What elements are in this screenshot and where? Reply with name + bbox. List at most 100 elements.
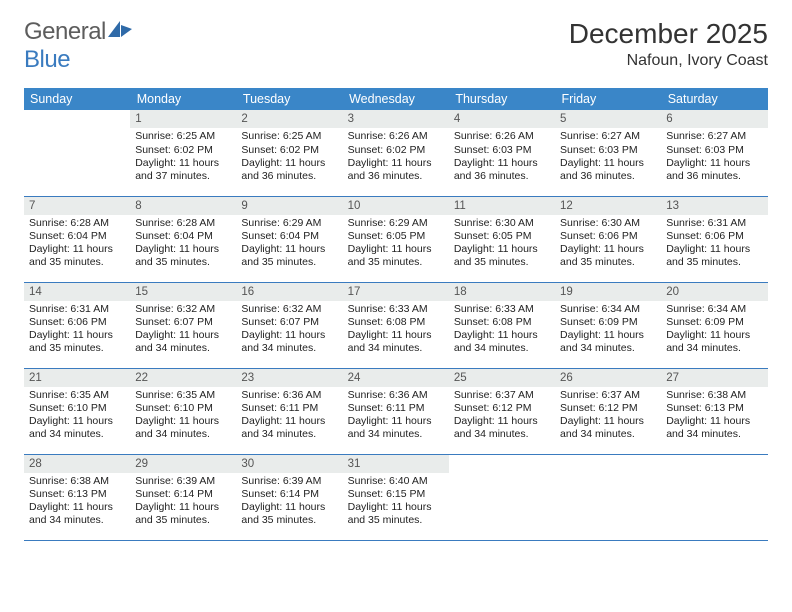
sunset-line: Sunset: 6:04 PM — [241, 230, 337, 243]
day-number: 23 — [236, 369, 342, 387]
day-number: 19 — [555, 283, 661, 301]
calendar-cell: 9Sunrise: 6:29 AMSunset: 6:04 PMDaylight… — [236, 196, 342, 282]
sunrise-line: Sunrise: 6:27 AM — [560, 130, 656, 143]
day-number: 11 — [449, 197, 555, 215]
calendar-cell: 18Sunrise: 6:33 AMSunset: 6:08 PMDayligh… — [449, 282, 555, 368]
day-details: Sunrise: 6:28 AMSunset: 6:04 PMDaylight:… — [130, 215, 236, 274]
sunrise-line: Sunrise: 6:35 AM — [29, 389, 125, 402]
daylight-line: Daylight: 11 hours and 34 minutes. — [29, 501, 125, 527]
sunset-line: Sunset: 6:10 PM — [135, 402, 231, 415]
day-details: Sunrise: 6:26 AMSunset: 6:03 PMDaylight:… — [449, 128, 555, 187]
daylight-line: Daylight: 11 hours and 36 minutes. — [454, 157, 550, 183]
sunrise-line: Sunrise: 6:39 AM — [241, 475, 337, 488]
day-number: 10 — [343, 197, 449, 215]
sunrise-line: Sunrise: 6:33 AM — [348, 303, 444, 316]
sunrise-line: Sunrise: 6:25 AM — [241, 130, 337, 143]
daylight-line: Daylight: 11 hours and 34 minutes. — [454, 415, 550, 441]
calendar-cell: 15Sunrise: 6:32 AMSunset: 6:07 PMDayligh… — [130, 282, 236, 368]
sunset-line: Sunset: 6:08 PM — [454, 316, 550, 329]
sunset-line: Sunset: 6:02 PM — [135, 144, 231, 157]
calendar-week: 21Sunrise: 6:35 AMSunset: 6:10 PMDayligh… — [24, 368, 768, 454]
sunrise-line: Sunrise: 6:39 AM — [135, 475, 231, 488]
sunset-line: Sunset: 6:14 PM — [241, 488, 337, 501]
sunset-line: Sunset: 6:03 PM — [666, 144, 762, 157]
sunrise-line: Sunrise: 6:31 AM — [29, 303, 125, 316]
sunset-line: Sunset: 6:07 PM — [241, 316, 337, 329]
day-details: Sunrise: 6:34 AMSunset: 6:09 PMDaylight:… — [661, 301, 767, 360]
day-number: 3 — [343, 110, 449, 128]
brand-logo: General Blue — [24, 18, 134, 74]
calendar-cell: 6Sunrise: 6:27 AMSunset: 6:03 PMDaylight… — [661, 110, 767, 196]
sunrise-line: Sunrise: 6:27 AM — [666, 130, 762, 143]
calendar-week: 28Sunrise: 6:38 AMSunset: 6:13 PMDayligh… — [24, 454, 768, 540]
daylight-line: Daylight: 11 hours and 35 minutes. — [666, 243, 762, 269]
calendar-cell: 25Sunrise: 6:37 AMSunset: 6:12 PMDayligh… — [449, 368, 555, 454]
daylight-line: Daylight: 11 hours and 34 minutes. — [560, 415, 656, 441]
sunset-line: Sunset: 6:03 PM — [560, 144, 656, 157]
daylight-line: Daylight: 11 hours and 35 minutes. — [29, 329, 125, 355]
daylight-line: Daylight: 11 hours and 35 minutes. — [348, 243, 444, 269]
daylight-line: Daylight: 11 hours and 35 minutes. — [560, 243, 656, 269]
day-details: Sunrise: 6:34 AMSunset: 6:09 PMDaylight:… — [555, 301, 661, 360]
calendar-cell: 28Sunrise: 6:38 AMSunset: 6:13 PMDayligh… — [24, 454, 130, 540]
day-number: 6 — [661, 110, 767, 128]
sunrise-line: Sunrise: 6:34 AM — [666, 303, 762, 316]
calendar-cell: 11Sunrise: 6:30 AMSunset: 6:05 PMDayligh… — [449, 196, 555, 282]
calendar-cell: 27Sunrise: 6:38 AMSunset: 6:13 PMDayligh… — [661, 368, 767, 454]
calendar-cell: 13Sunrise: 6:31 AMSunset: 6:06 PMDayligh… — [661, 196, 767, 282]
day-details: Sunrise: 6:31 AMSunset: 6:06 PMDaylight:… — [661, 215, 767, 274]
day-details: Sunrise: 6:39 AMSunset: 6:14 PMDaylight:… — [130, 473, 236, 532]
weekday-header: Friday — [555, 88, 661, 110]
sunrise-line: Sunrise: 6:36 AM — [348, 389, 444, 402]
day-number: 16 — [236, 283, 342, 301]
day-details: Sunrise: 6:38 AMSunset: 6:13 PMDaylight:… — [24, 473, 130, 532]
sunrise-line: Sunrise: 6:30 AM — [454, 217, 550, 230]
sunrise-line: Sunrise: 6:35 AM — [135, 389, 231, 402]
calendar-head: SundayMondayTuesdayWednesdayThursdayFrid… — [24, 88, 768, 110]
calendar-table: SundayMondayTuesdayWednesdayThursdayFrid… — [24, 88, 768, 541]
day-details: Sunrise: 6:37 AMSunset: 6:12 PMDaylight:… — [449, 387, 555, 446]
day-number: 9 — [236, 197, 342, 215]
day-details: Sunrise: 6:25 AMSunset: 6:02 PMDaylight:… — [130, 128, 236, 187]
weekday-row: SundayMondayTuesdayWednesdayThursdayFrid… — [24, 88, 768, 110]
day-details: Sunrise: 6:35 AMSunset: 6:10 PMDaylight:… — [130, 387, 236, 446]
sunrise-line: Sunrise: 6:32 AM — [241, 303, 337, 316]
sunrise-line: Sunrise: 6:32 AM — [135, 303, 231, 316]
calendar-cell: 21Sunrise: 6:35 AMSunset: 6:10 PMDayligh… — [24, 368, 130, 454]
calendar-cell: 8Sunrise: 6:28 AMSunset: 6:04 PMDaylight… — [130, 196, 236, 282]
sunset-line: Sunset: 6:11 PM — [241, 402, 337, 415]
sunrise-line: Sunrise: 6:29 AM — [348, 217, 444, 230]
calendar-cell: 3Sunrise: 6:26 AMSunset: 6:02 PMDaylight… — [343, 110, 449, 196]
daylight-line: Daylight: 11 hours and 35 minutes. — [454, 243, 550, 269]
daylight-line: Daylight: 11 hours and 35 minutes. — [348, 501, 444, 527]
sunset-line: Sunset: 6:06 PM — [666, 230, 762, 243]
calendar-cell — [449, 454, 555, 540]
sunset-line: Sunset: 6:02 PM — [348, 144, 444, 157]
daylight-line: Daylight: 11 hours and 36 minutes. — [241, 157, 337, 183]
sunrise-line: Sunrise: 6:40 AM — [348, 475, 444, 488]
day-number: 1 — [130, 110, 236, 128]
day-number: 25 — [449, 369, 555, 387]
title-block: December 2025 Nafoun, Ivory Coast — [569, 18, 768, 70]
day-details: Sunrise: 6:32 AMSunset: 6:07 PMDaylight:… — [236, 301, 342, 360]
sail-icon — [106, 19, 134, 39]
calendar-body: 1Sunrise: 6:25 AMSunset: 6:02 PMDaylight… — [24, 110, 768, 540]
sunset-line: Sunset: 6:08 PM — [348, 316, 444, 329]
calendar-cell: 23Sunrise: 6:36 AMSunset: 6:11 PMDayligh… — [236, 368, 342, 454]
calendar-cell — [24, 110, 130, 196]
day-number: 31 — [343, 455, 449, 473]
calendar-cell: 22Sunrise: 6:35 AMSunset: 6:10 PMDayligh… — [130, 368, 236, 454]
sunset-line: Sunset: 6:02 PM — [241, 144, 337, 157]
day-number: 24 — [343, 369, 449, 387]
sunrise-line: Sunrise: 6:37 AM — [560, 389, 656, 402]
calendar-cell: 5Sunrise: 6:27 AMSunset: 6:03 PMDaylight… — [555, 110, 661, 196]
daylight-line: Daylight: 11 hours and 34 minutes. — [666, 415, 762, 441]
day-number: 17 — [343, 283, 449, 301]
header: General Blue December 2025 Nafoun, Ivory… — [24, 18, 768, 74]
calendar-cell: 30Sunrise: 6:39 AMSunset: 6:14 PMDayligh… — [236, 454, 342, 540]
sunset-line: Sunset: 6:12 PM — [560, 402, 656, 415]
calendar-cell: 12Sunrise: 6:30 AMSunset: 6:06 PMDayligh… — [555, 196, 661, 282]
day-details: Sunrise: 6:31 AMSunset: 6:06 PMDaylight:… — [24, 301, 130, 360]
calendar-cell: 17Sunrise: 6:33 AMSunset: 6:08 PMDayligh… — [343, 282, 449, 368]
daylight-line: Daylight: 11 hours and 36 minutes. — [560, 157, 656, 183]
